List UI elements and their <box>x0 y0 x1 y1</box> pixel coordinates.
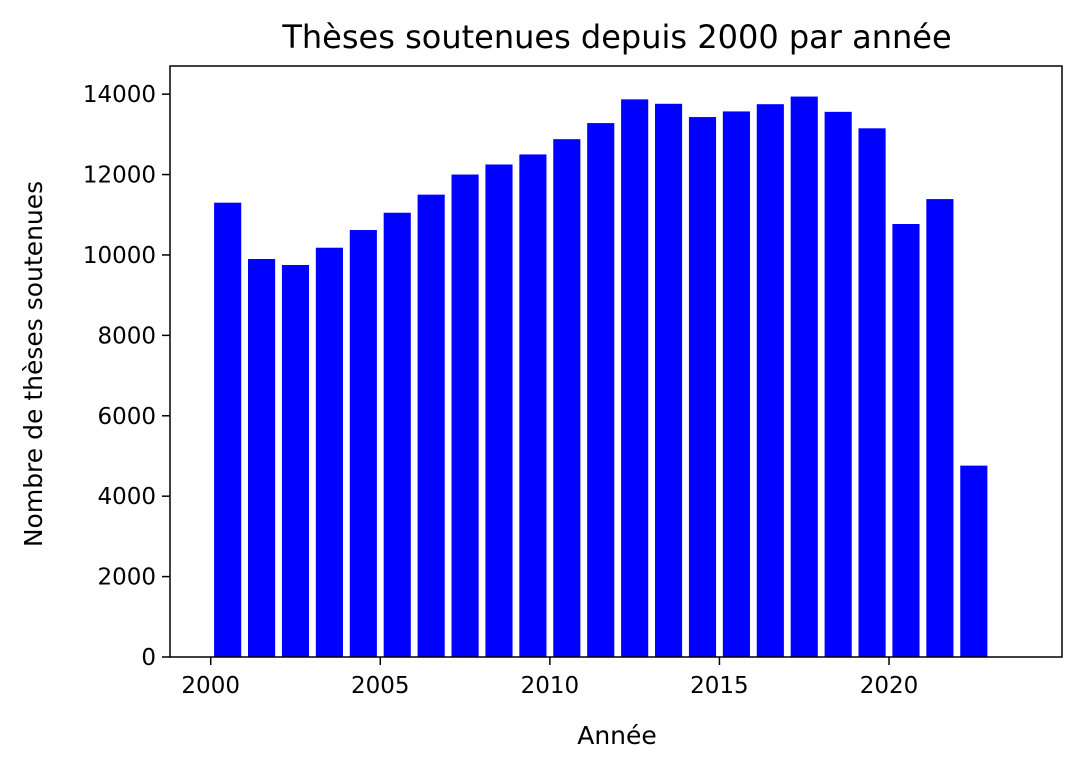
y-tick-label: 0 <box>141 645 156 671</box>
bar-2016 <box>756 104 784 657</box>
bar-2021 <box>926 199 954 657</box>
y-tick-label: 14000 <box>83 82 156 108</box>
y-tick-label: 2000 <box>97 565 156 591</box>
plot-frame <box>169 65 1063 658</box>
bar-2012 <box>621 99 649 658</box>
x-tick-label: 2010 <box>521 673 580 699</box>
x-tick-label: 2015 <box>690 673 749 699</box>
bar-2019 <box>858 128 886 657</box>
x-tick-label: 2000 <box>181 673 240 699</box>
y-axis-ticks: 0 2000 4000 6000 8000 10000 12000 14000 <box>83 82 170 671</box>
bar-2003 <box>315 247 343 657</box>
chart-title: Thèses soutenues depuis 2000 par année <box>281 18 951 56</box>
x-tick-label: 2005 <box>351 673 410 699</box>
x-tick-label: 2020 <box>860 673 919 699</box>
bar-2001 <box>248 258 276 657</box>
bar-2008 <box>485 164 513 657</box>
y-tick-label: 6000 <box>97 404 156 430</box>
bar-2014 <box>688 117 717 657</box>
bar-2005 <box>383 212 411 658</box>
bar-2000 <box>214 202 242 657</box>
bar-2004 <box>349 230 377 657</box>
bar-2007 <box>451 174 479 658</box>
bars-group <box>214 96 988 658</box>
x-axis-ticks: 2000 2005 2010 2015 2020 <box>181 657 918 699</box>
bar-2002 <box>281 265 310 657</box>
bar-2006 <box>417 194 445 657</box>
bar-2018 <box>824 111 852 657</box>
bar-2013 <box>655 103 683 658</box>
y-axis-title: Nombre de thèses soutenues <box>19 181 48 547</box>
bar-2017 <box>790 96 818 657</box>
y-tick-label: 12000 <box>83 163 156 189</box>
y-tick-label: 8000 <box>97 323 156 349</box>
x-axis-title: Année <box>577 721 657 750</box>
bar-2011 <box>587 123 615 658</box>
bar-2022 <box>960 465 988 657</box>
bar-2020 <box>892 224 920 657</box>
y-tick-label: 10000 <box>83 243 156 269</box>
bar-2010 <box>553 139 581 658</box>
y-tick-label: 4000 <box>97 484 156 510</box>
bar-2009 <box>519 154 547 657</box>
bar-2015 <box>722 111 750 658</box>
